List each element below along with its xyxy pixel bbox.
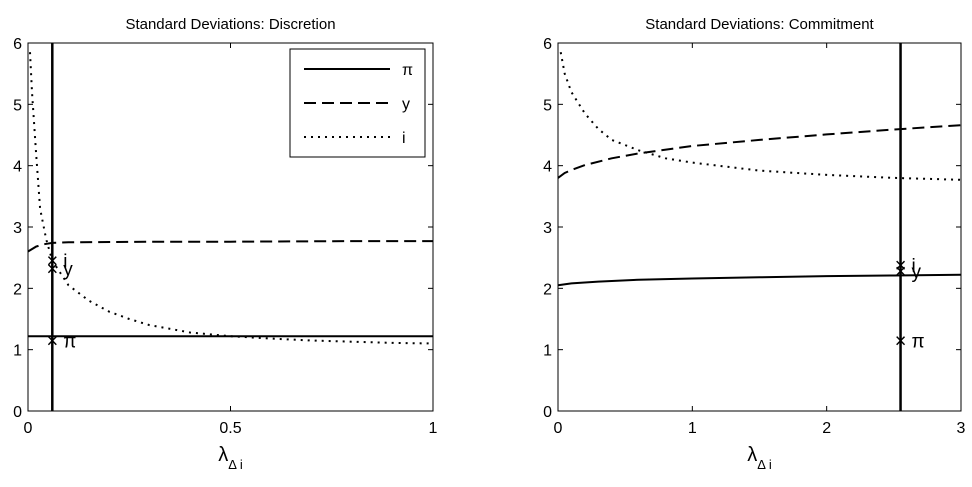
chart1-legend-label-1: π: [402, 62, 413, 79]
chart2-x-tick-label: 2: [822, 420, 831, 437]
chart1-legend-label-3: i: [402, 130, 406, 147]
chart1-marker-2-symbol: ×: [46, 259, 58, 281]
chart1-marker-2-label: y: [63, 260, 73, 281]
chart1-x-tick-label: 1: [429, 420, 438, 437]
chart1-series-line-3: [29, 52, 434, 345]
chart2-y-tick-label: 6: [543, 36, 552, 53]
chart2-y-tick-label: 0: [543, 404, 552, 421]
chart2-y-tick-label: 3: [543, 220, 552, 237]
chart2-x-tick-label: 3: [957, 420, 966, 437]
chart2-x-tick-label: 1: [688, 420, 697, 437]
chart2-marker-2-label: y: [912, 262, 922, 283]
chart2-title: Standard Deviations: Commitment: [645, 16, 874, 33]
chart2-series-line-1: [557, 273, 962, 287]
chart1-x-axis-label: λΔ i: [218, 444, 243, 472]
chart1-x-axis-label-subscript: Δ i: [228, 457, 243, 472]
chart2-marker-2-symbol: ×: [895, 261, 907, 283]
chart1-y-tick-label: 1: [13, 343, 22, 360]
chart1-marker-3-label: i: [63, 252, 67, 273]
chart2-marker-3-symbol: ×: [895, 255, 907, 277]
chart1-marker-1-symbol: ×: [46, 330, 58, 352]
chart2-series-line-3: [559, 52, 962, 181]
chart2-y-tick-label: 2: [543, 281, 552, 298]
chart2-y-tick-label: 4: [543, 159, 552, 176]
chart1-marker-3-symbol: ×: [46, 251, 58, 273]
chart1-y-tick-label: 6: [13, 36, 22, 53]
chart2-x-axis-label: λΔ i: [747, 444, 772, 472]
chart1-y-tick-label: 5: [13, 97, 22, 114]
chart2-series-line-2: [557, 124, 962, 179]
chart1-y-tick-label: 0: [13, 404, 22, 421]
chart2-x-axis-label-subscript: Δ i: [757, 457, 772, 472]
chart1-series-line-2: [27, 240, 433, 253]
chart2-y-tick-label: 5: [543, 97, 552, 114]
chart2-marker-1-label: π: [912, 331, 925, 352]
chart2-x-tick-label: 0: [554, 420, 563, 437]
chart2-marker-1-symbol: ×: [895, 330, 907, 352]
chart2-marker-3-label: i: [912, 256, 916, 277]
chart2-y-tick-label: 1: [543, 343, 552, 360]
chart1-x-tick-label: 0: [24, 420, 33, 437]
chart1-marker-1-label: π: [63, 331, 76, 352]
chart1-title: Standard Deviations: Discretion: [125, 16, 335, 33]
chart1-x-tick-label: 0.5: [219, 420, 241, 437]
chart1-y-tick-label: 2: [13, 281, 22, 298]
chart1-y-tick-label: 4: [13, 159, 22, 176]
chart1-legend-label-2: y: [402, 96, 410, 113]
chart1-y-tick-label: 3: [13, 220, 22, 237]
